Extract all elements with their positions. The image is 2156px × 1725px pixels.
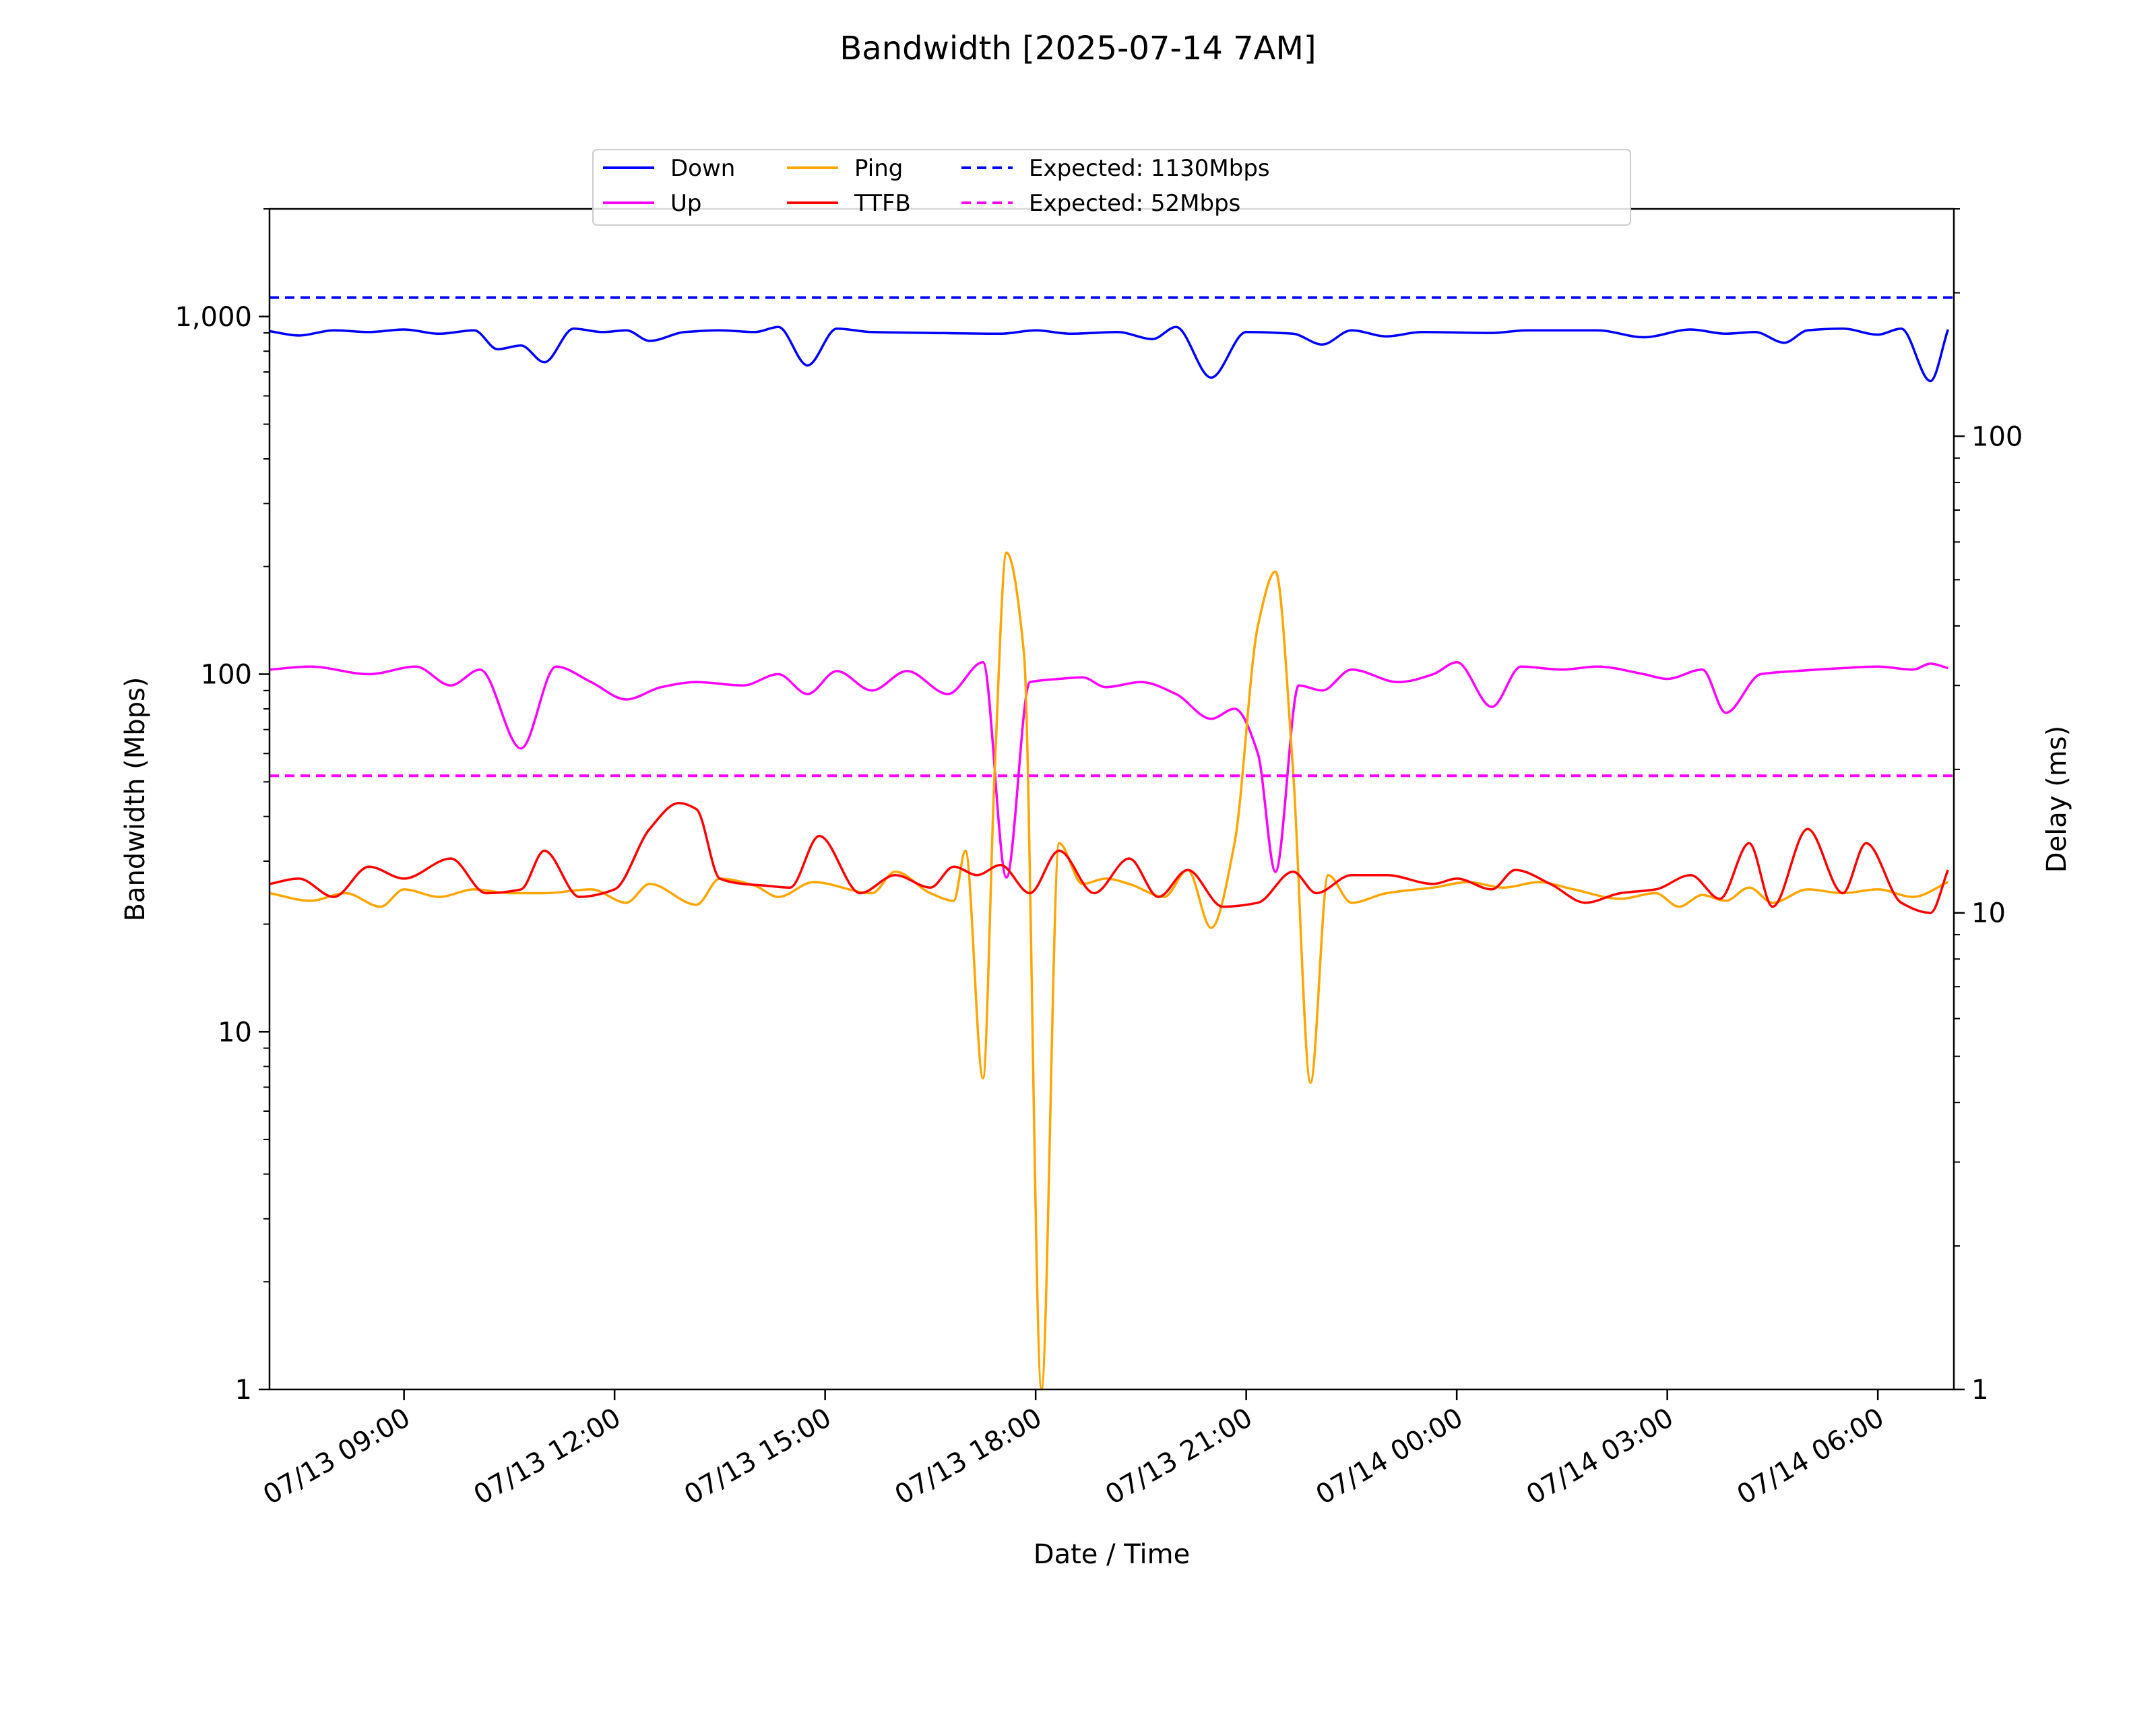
y-right-axis-ticks: 1 10 100 [1954, 208, 2023, 1406]
y-right-tick-label: 1 [1971, 1375, 1988, 1406]
chart-title: Bandwidth [2025-07-14 7AM] [839, 30, 1316, 67]
legend-box [592, 149, 1631, 226]
chart-legend: Down Up Ping TTFB Expected: 1130Mbps Expected… [592, 149, 1631, 226]
y-right-tick-label: 10 [1971, 898, 2006, 929]
legend-label-ping: Ping [854, 155, 903, 182]
series-line-down [269, 325, 1949, 383]
legend-label-expected-52mbps: Expected: 52Mbps [1029, 190, 1240, 217]
legend-label-expected-1130mbps: Expected: 1130Mbps [1029, 155, 1270, 182]
legend-label-ttfb: TTFB [854, 190, 911, 217]
y-left-axis-label: Bandwidth (Mbps) [120, 677, 151, 921]
series-line-ping [269, 551, 1948, 1391]
y-left-tick-label: 1,000 [175, 302, 252, 333]
y-left-axis-ticks: 1 10 100 1,000 [175, 208, 270, 1406]
legend-label-up: Up [670, 190, 701, 217]
x-axis-label: Date / Time [1034, 1539, 1190, 1570]
series-line-up [269, 661, 1948, 879]
legend-label-down: Down [670, 155, 735, 182]
plot-area [269, 296, 1954, 1391]
y-left-tick-label: 100 [201, 660, 252, 691]
series-line-ttfb [269, 801, 1949, 914]
y-left-tick-label: 1 [235, 1375, 252, 1406]
y-right-tick-label: 100 [1971, 421, 2023, 452]
y-right-axis-label: Delay (ms) [2041, 726, 2072, 873]
y-left-tick-label: 10 [218, 1017, 252, 1048]
